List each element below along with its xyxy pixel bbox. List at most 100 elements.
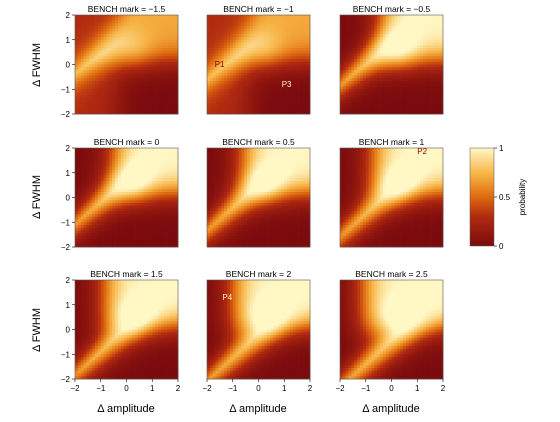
heatmap-cell — [281, 17, 285, 21]
heatmap-cell — [428, 42, 432, 46]
heatmap-cell — [244, 81, 248, 85]
heatmap-cell — [362, 78, 367, 82]
heatmap-cell — [380, 75, 384, 79]
heatmap-cell — [397, 31, 401, 35]
heatmap-cell — [292, 78, 297, 82]
heatmap-cell — [342, 67, 347, 71]
heatmap-cell — [278, 97, 282, 101]
heatmap-cell — [132, 244, 136, 248]
heatmap-cell — [229, 23, 234, 27]
heatmap-cell — [120, 72, 124, 76]
heatmap-cell — [360, 34, 364, 38]
heatmap-cell — [126, 89, 130, 93]
heatmap-cell — [106, 181, 110, 185]
heatmap-cell — [146, 197, 150, 201]
heatmap-cell — [123, 45, 127, 49]
heatmap-cell — [304, 17, 308, 21]
heatmap-cell — [394, 56, 398, 60]
heatmap-cell — [97, 161, 102, 165]
heatmap-cell — [408, 17, 412, 21]
heatmap-cell — [149, 161, 153, 165]
heatmap-cell — [109, 161, 113, 165]
heatmap-cell — [75, 39, 79, 43]
heatmap-cell — [235, 26, 239, 30]
heatmap-cell — [126, 20, 130, 24]
heatmap-cell — [155, 244, 159, 248]
heatmap-cell — [172, 78, 176, 82]
heatmap-cell — [115, 86, 119, 90]
heatmap-cell — [112, 241, 116, 245]
heatmap-cell — [135, 197, 139, 201]
heatmap-cell — [120, 103, 124, 107]
heatmap-cell — [126, 61, 130, 65]
heatmap-cell — [342, 20, 347, 24]
heatmap-cell — [307, 78, 311, 82]
heatmap-cell — [169, 100, 173, 104]
heatmap-cell — [120, 172, 124, 176]
heatmap-cell — [400, 23, 404, 27]
heatmap-cell — [146, 78, 150, 82]
heatmap-cell — [247, 39, 251, 43]
heatmap-cell — [422, 26, 427, 30]
heatmap-cell — [365, 42, 369, 46]
heatmap-cell — [357, 100, 361, 104]
heatmap-cell — [83, 48, 87, 52]
heatmap-cell — [307, 31, 311, 35]
heatmap-cell — [258, 89, 262, 93]
heatmap-cell — [434, 15, 438, 19]
heatmap-cell — [123, 83, 127, 87]
heatmap-cell — [109, 81, 113, 85]
heatmap-cell — [417, 48, 421, 52]
heatmap-cell — [100, 15, 104, 19]
heatmap-cell — [301, 67, 305, 71]
heatmap-cell — [261, 70, 265, 74]
heatmap-cell — [354, 17, 358, 21]
heatmap-cell — [106, 53, 110, 57]
heatmap-cell — [385, 59, 389, 63]
heatmap-cell — [342, 92, 347, 96]
heatmap-cell — [351, 42, 355, 46]
heatmap-cell — [112, 105, 116, 109]
heatmap-cell — [146, 72, 150, 76]
heatmap-cell — [425, 105, 430, 109]
heatmap-cell — [155, 26, 159, 30]
heatmap-cell — [345, 105, 349, 109]
heatmap-cell — [77, 75, 82, 79]
heatmap-cell — [434, 50, 438, 54]
heatmap-cell — [397, 111, 401, 115]
heatmap-cell — [89, 183, 93, 187]
heatmap-cell — [97, 219, 102, 223]
heatmap-cell — [340, 23, 344, 27]
heatmap-cell — [137, 214, 142, 218]
heatmap-cell — [229, 72, 234, 76]
heatmap-cell — [97, 56, 102, 60]
heatmap-cell — [289, 111, 294, 115]
heatmap-cell — [100, 175, 104, 179]
heatmap-cell — [117, 64, 122, 68]
heatmap-cell — [143, 92, 147, 96]
heatmap-cell — [89, 216, 93, 220]
heatmap-cell — [92, 170, 96, 174]
heatmap-cell — [129, 15, 133, 19]
heatmap-cell — [351, 81, 355, 85]
heatmap-cell — [135, 56, 139, 60]
heatmap-cell — [146, 28, 150, 32]
heatmap-cell — [434, 61, 438, 65]
heatmap-cell — [292, 67, 297, 71]
heatmap-cell — [402, 42, 407, 46]
heatmap-cell — [360, 78, 364, 82]
heatmap-cell — [275, 86, 279, 90]
heatmap-cell — [388, 26, 392, 30]
heatmap-cell — [115, 172, 119, 176]
heatmap-cell — [155, 100, 159, 104]
heatmap-cell — [374, 53, 378, 57]
heatmap-cell — [83, 159, 87, 163]
heatmap-cell — [357, 72, 361, 76]
heatmap-cell — [132, 211, 136, 215]
heatmap-cell — [382, 50, 387, 54]
heatmap-cell — [354, 105, 358, 109]
heatmap-cell — [135, 45, 139, 49]
heatmap-cell — [97, 192, 102, 196]
heatmap-cell — [394, 111, 398, 115]
